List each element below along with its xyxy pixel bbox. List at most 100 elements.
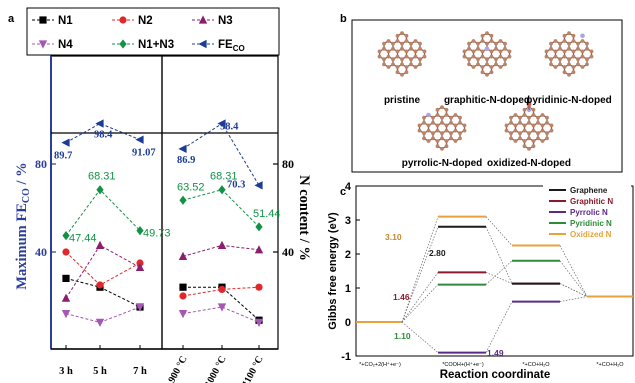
panel-b-carbon-atom [426,123,431,128]
panel-b-carbon-atom [580,54,585,59]
panel-c-y-tick-label: -1 [341,351,351,363]
panel-b-carbon-atom [567,41,571,46]
panel-a-x-tick-label: 3 h [59,366,73,377]
panel-c-legend-label: Pyridinic N [570,219,612,228]
panel-b-carbon-atom [462,49,467,54]
panel-a-point-fe-co [254,181,263,190]
panel-b-structure-1 [462,31,512,77]
panel-b-carbon-atom [386,54,391,59]
panel-b-carbon-atom [571,70,576,75]
panel-a-ylabel-right: N content / % [296,175,312,261]
panel-c-energy-annotation: 2.80 [429,248,446,258]
panel-b-carbon-atom [462,128,467,133]
panel-a-point-n3 [95,240,105,249]
panel-a-point-n2 [218,285,226,293]
panel-b-carbon-atom [480,49,485,54]
panel-b-carbon-atom [503,41,507,46]
panel-b-carbon-atom [585,46,589,51]
panel-a-fe-label: 89.7 [54,151,72,162]
panel-b-carbon-atom [562,39,567,43]
panel-b-carbon-atom [400,72,404,77]
panel-b-structure-label: pyridinic-N-doped [526,95,612,106]
panel-b-carbon-atom [580,65,585,69]
panel-a-point-n2 [62,248,70,256]
panel-b-carbon-atom [509,131,513,136]
panel-c-connector-graphitic-n [559,283,588,297]
panel-a-fe-label: 70.3 [227,179,245,190]
panel-a-legend-marker [38,40,48,49]
panel-b-carbon-atom [531,107,536,112]
panel-a-legend-marker [198,15,208,24]
panel-b-structure-label: graphitic-N-doped [444,95,530,106]
panel-c-ylabel: Gibbs free energy (eV) [327,212,339,330]
panel-b-carbon-atom [509,115,513,120]
panel-a-ylabel-left: Maximum FECO / % [14,162,32,289]
panel-b-carbon-atom [558,62,562,67]
panel-b-carbon-atom [476,46,480,51]
panel-a-point-fe-co [135,135,144,144]
panel-a-legend-marker [198,39,207,49]
panel-b-carbon-atom [404,65,409,69]
panel-a-point-n3 [254,245,264,254]
panel-b-carbon-atom [476,41,480,46]
panel-b-carbon-atom [553,39,558,43]
panel-a-point-n4 [61,310,71,319]
panel-a-x-tick-label: 7 h [133,366,147,377]
panel-b-carbon-atom [417,123,422,128]
panel-c-y-tick-label: 1 [345,283,351,295]
panel-b-carbon-atom [471,49,476,54]
panel-a-plot-frame [50,55,279,350]
panel-a-n13-label: 51.44 [253,208,281,220]
panel-b-carbon-atom [435,128,440,133]
panel-b-carbon-atom [413,65,418,69]
panel-a-x-tick-label: 1000 °C [203,354,229,383]
panel-b-carbon-atom [480,33,485,38]
panel-b-carbon-atom [444,144,449,149]
panel-b-carbon-atom [377,49,382,54]
panel-b-carbon-atom [382,41,386,46]
panel-b-carbon-atom [431,120,435,125]
panel-b-carbon-atom [531,144,536,149]
panel-b-carbon-atom [444,107,449,112]
panel-a-legend-marker [39,16,47,24]
panel-c-x-category-label: *+CO₂+2(H⁺+e⁻) [359,361,401,368]
panel-b-carbon-atom [400,57,404,62]
panel-a-point-n1-plus-n3 [179,195,187,205]
panel-a-fe-label: 91.07 [132,148,156,159]
panel-b-carbon-atom [549,62,553,67]
panel-b-carbon-atom [467,62,471,67]
panel-c-energy-annotation: 1.10 [394,331,411,341]
panel-b-carbon-atom [513,128,518,133]
panel-b-carbon-atom [504,123,509,128]
panel-b-carbon-atom [518,131,522,136]
panel-b-carbon-atom [522,144,527,149]
panel-b-carbon-atom [585,62,589,67]
panel-b-carbon-atom [377,54,382,59]
panel-b-carbon-atom [467,57,471,62]
panel-b-carbon-atom [527,115,531,120]
panel-b-carbon-atom [518,120,522,125]
panel-c-connector-pyridinic-n [559,260,588,297]
panel-b-carbon-atom [553,54,558,59]
panel-c-connector-pyrrolic-n [485,301,513,353]
panel-c-legend-label: Graphitic N [570,197,613,206]
panel-b-carbon-atom [400,31,404,36]
panel-b-carbon-atom [480,70,485,75]
panel-b-carbon-atom [558,57,562,62]
panel-a-chart: Maximum FECO / % N content / % 40 80 40 80 3… [14,7,312,383]
panel-b-carbon-atom [522,123,527,128]
panel-b-oxygen-atom [526,101,532,107]
panel-b-carbon-atom [422,49,427,54]
panel-b-carbon-atom [518,115,522,120]
panel-a-fe-label: 86.9 [177,155,195,166]
panel-b-carbon-atom [513,123,518,128]
panel-b-carbon-atom [453,128,458,133]
panel-c-x-category-label: *+CO+H₂O [596,362,624,368]
panel-b-carbon-atom [386,65,391,69]
panel-b-carbon-atom [549,57,553,62]
panel-a-series-line-n1-plus-n3 [65,188,141,236]
panel-c-connector-pyrrolic-n [559,296,588,302]
panel-b-carbon-atom [440,131,444,136]
panel-b-carbon-atom [489,54,494,59]
panel-a-point-fe-co [95,119,104,128]
